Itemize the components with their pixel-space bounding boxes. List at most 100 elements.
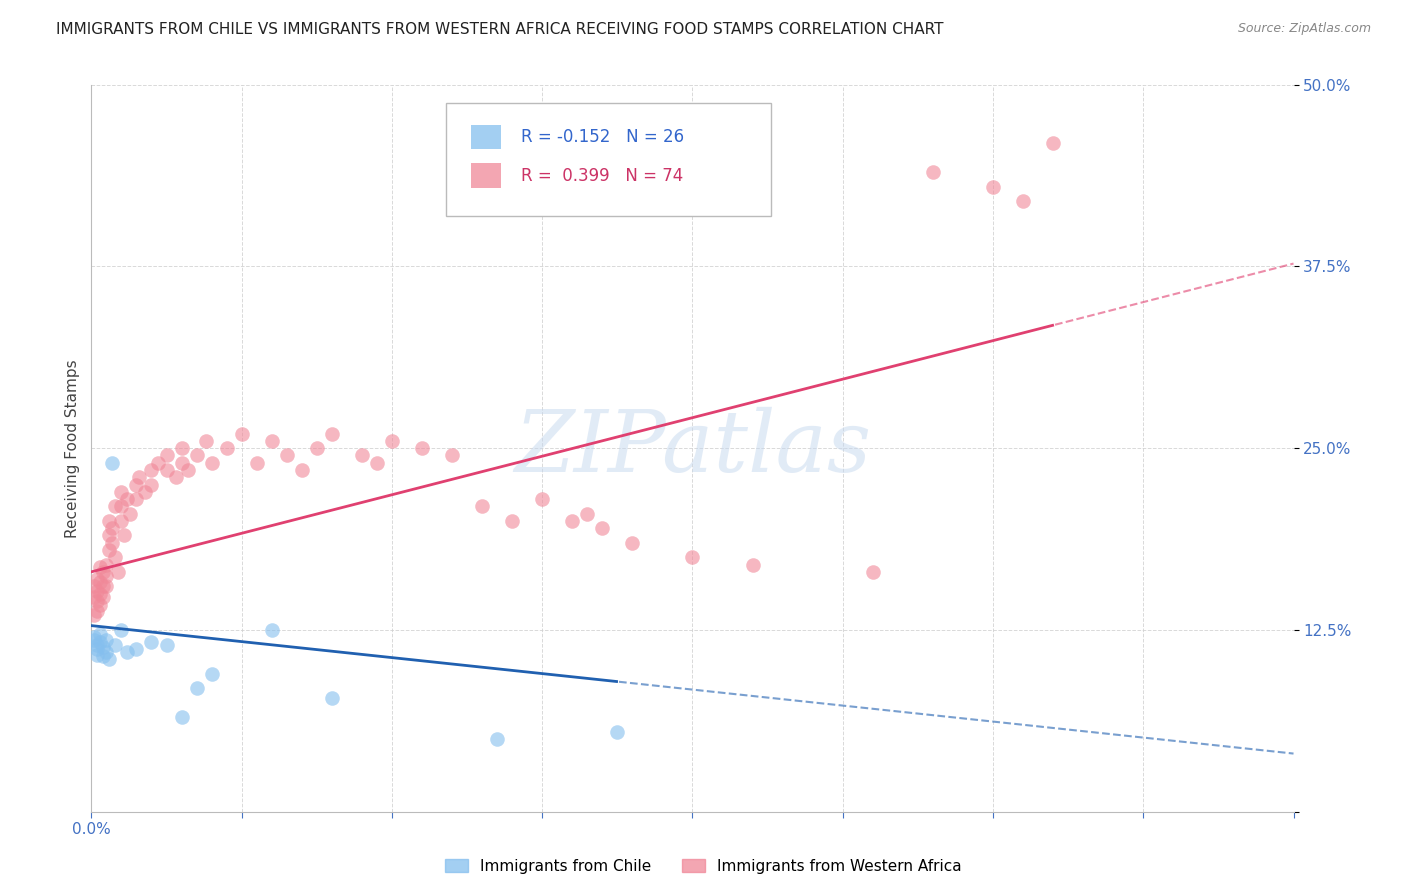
Point (96, 558, 118, 572)
Point (591, 521, 613, 535)
Point (501, 514, 523, 528)
Point (155, 638, 177, 652)
Point (86, 641, 108, 656)
Point (125, 477, 148, 491)
Point (922, 165, 945, 179)
Point (96, 579, 118, 593)
Point (96, 569, 118, 583)
Y-axis label: Receiving Food Stamps: Receiving Food Stamps (65, 359, 80, 538)
Point (606, 724, 628, 739)
Point (1012, 194, 1035, 208)
Point (561, 514, 583, 528)
Point (114, 528, 136, 542)
Point (89, 634, 111, 648)
Point (117, 645, 139, 659)
Point (96, 645, 118, 659)
Point (321, 426, 343, 441)
Point (117, 492, 139, 507)
Point (110, 500, 132, 514)
Point (155, 449, 177, 463)
Point (93, 565, 115, 579)
Point (110, 623, 132, 637)
Point (531, 492, 554, 507)
Point (104, 500, 127, 514)
Point (93, 640, 115, 655)
FancyBboxPatch shape (446, 103, 770, 216)
Point (83, 630, 105, 644)
Point (440, 449, 463, 463)
Point (381, 434, 404, 448)
Point (201, 456, 224, 470)
Point (89, 560, 111, 574)
Point (186, 681, 208, 695)
Point (89, 574, 111, 589)
Point (201, 666, 224, 681)
Point (83, 590, 105, 604)
Point (141, 634, 163, 648)
Point (86, 572, 108, 586)
Point (260, 623, 283, 637)
Point (231, 426, 253, 441)
Point (96, 633, 118, 648)
Text: R =  0.399   N = 74: R = 0.399 N = 74 (520, 167, 683, 185)
Point (120, 507, 142, 521)
Point (1042, 136, 1064, 150)
Point (170, 710, 193, 724)
Point (146, 456, 169, 470)
Point (89, 627, 111, 641)
Point (86, 594, 108, 608)
Point (93, 579, 115, 593)
Point (186, 449, 208, 463)
Point (862, 565, 884, 579)
Point (98, 543, 121, 558)
Point (107, 565, 129, 579)
Point (89, 587, 111, 601)
Point (194, 434, 217, 448)
Point (576, 507, 599, 521)
Point (215, 442, 238, 455)
Point (260, 434, 283, 448)
Point (125, 492, 148, 507)
Point (141, 477, 163, 491)
Point (110, 484, 132, 499)
Point (366, 456, 388, 470)
Point (621, 535, 644, 549)
Point (246, 456, 269, 470)
Point (104, 550, 127, 565)
Point (681, 550, 703, 565)
Text: IMMIGRANTS FROM CHILE VS IMMIGRANTS FROM WESTERN AFRICA RECEIVING FOOD STAMPS CO: IMMIGRANTS FROM CHILE VS IMMIGRANTS FROM… (56, 22, 943, 37)
Point (165, 470, 187, 484)
Point (110, 514, 132, 528)
Text: ZIPatlas: ZIPatlas (513, 407, 872, 490)
Point (86, 638, 108, 652)
Point (86, 604, 108, 618)
Point (86, 648, 108, 662)
Point (276, 449, 298, 463)
Point (155, 463, 177, 477)
Point (101, 456, 124, 470)
Point (170, 456, 193, 470)
Point (486, 731, 509, 746)
FancyBboxPatch shape (471, 163, 502, 188)
Point (411, 442, 433, 455)
Point (98, 514, 121, 528)
Point (104, 638, 127, 652)
Point (134, 484, 156, 499)
Point (981, 179, 1004, 194)
Point (86, 583, 108, 598)
Point (471, 500, 494, 514)
Point (98, 652, 121, 666)
Point (305, 442, 328, 455)
Point (93, 649, 115, 664)
Point (83, 633, 105, 648)
Legend: Immigrants from Chile, Immigrants from Western Africa: Immigrants from Chile, Immigrants from W… (439, 853, 967, 880)
Point (176, 463, 198, 477)
Point (170, 442, 193, 455)
Text: R = -0.152   N = 26: R = -0.152 N = 26 (520, 128, 683, 146)
Point (321, 691, 343, 706)
FancyBboxPatch shape (471, 125, 502, 150)
Point (83, 608, 105, 623)
Point (141, 463, 163, 477)
Point (101, 535, 124, 549)
Point (125, 641, 148, 656)
